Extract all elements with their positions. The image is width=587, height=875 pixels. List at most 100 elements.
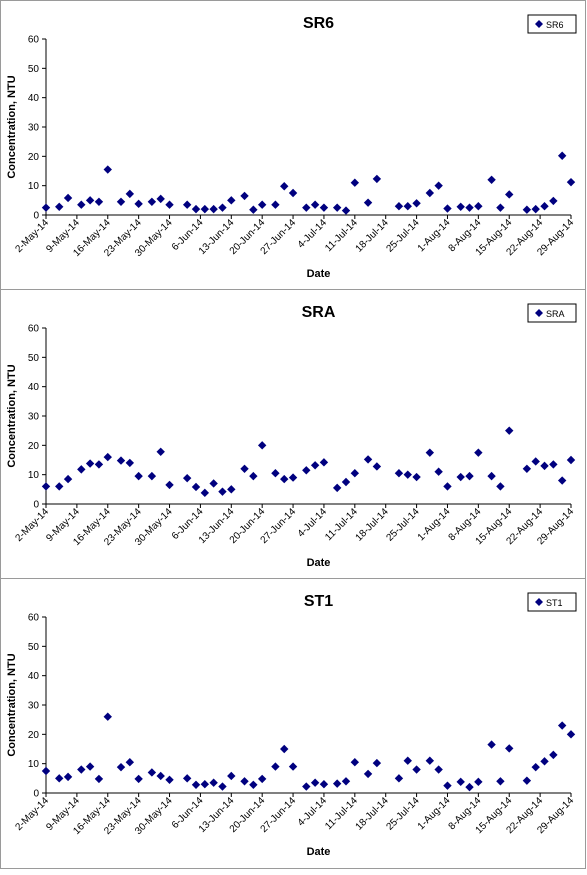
data-point bbox=[94, 197, 104, 206]
data-point bbox=[456, 202, 465, 211]
data-point bbox=[147, 471, 157, 481]
data-point bbox=[487, 471, 496, 481]
y-tick-label: 60 bbox=[28, 613, 40, 624]
y-tick-label: 50 bbox=[28, 642, 40, 653]
data-point bbox=[557, 476, 567, 485]
y-tick-label: 40 bbox=[28, 93, 40, 104]
data-point bbox=[443, 781, 452, 790]
data-point bbox=[319, 203, 329, 212]
data-point bbox=[557, 721, 567, 730]
data-point bbox=[540, 757, 549, 766]
y-tick-label: 20 bbox=[28, 730, 40, 741]
data-point bbox=[288, 188, 298, 198]
chart-sr6: SR601020304050602-May-149-May-1416-May-1… bbox=[6, 14, 577, 280]
data-point bbox=[227, 196, 236, 205]
data-point bbox=[394, 774, 404, 783]
data-point bbox=[41, 203, 51, 212]
chart-panel-sra: SRA 0 10 20 30 40 50 60 2-May-14 9-May-14 16-May-1… bbox=[0, 289, 586, 579]
data-point bbox=[566, 455, 576, 465]
data-point bbox=[319, 458, 329, 467]
data-point bbox=[487, 175, 496, 184]
y-tick-label: 0 bbox=[33, 211, 39, 222]
data-point bbox=[77, 465, 86, 474]
legend: SR6 bbox=[527, 14, 577, 34]
data-point bbox=[350, 469, 360, 478]
data-point bbox=[191, 204, 201, 214]
data-point bbox=[182, 473, 192, 483]
y-tick-label: 0 bbox=[33, 789, 39, 800]
data-point bbox=[55, 202, 64, 211]
data-point bbox=[85, 762, 95, 771]
data-point bbox=[403, 202, 412, 211]
data-point bbox=[77, 765, 86, 774]
chart-title: SRA bbox=[302, 304, 336, 321]
data-point bbox=[191, 482, 201, 492]
data-point bbox=[200, 780, 210, 789]
y-tick-label: 60 bbox=[28, 35, 40, 46]
data-point bbox=[94, 774, 104, 784]
data-point bbox=[540, 202, 549, 211]
data-point bbox=[249, 205, 258, 214]
data-point bbox=[363, 198, 373, 207]
data-point bbox=[434, 467, 443, 476]
data-point bbox=[474, 202, 483, 211]
y-tick-label: 50 bbox=[28, 353, 40, 364]
x-tick-label: 1-Aug-14 bbox=[416, 795, 453, 832]
legend: ST1 bbox=[527, 592, 577, 612]
legend-box bbox=[527, 592, 577, 612]
data-point bbox=[487, 740, 496, 749]
data-point bbox=[288, 762, 298, 771]
data-point bbox=[94, 460, 104, 469]
data-point bbox=[257, 200, 267, 209]
data-point bbox=[103, 165, 112, 174]
y-axis-label: Concentration, NTU bbox=[6, 364, 18, 467]
data-point bbox=[443, 204, 452, 213]
y-tick-label: 20 bbox=[28, 152, 40, 163]
data-point bbox=[412, 472, 421, 482]
data-point bbox=[341, 777, 351, 786]
legend-marker bbox=[535, 309, 543, 317]
data-point bbox=[465, 471, 474, 481]
data-point bbox=[496, 482, 505, 491]
data-point bbox=[85, 459, 95, 468]
y-tick-label: 40 bbox=[28, 382, 40, 393]
data-point bbox=[55, 482, 64, 491]
data-point bbox=[116, 197, 126, 206]
data-point bbox=[125, 189, 135, 199]
chart-panel-sr6: SR6 0 10 20 30 40 50 60 2-May-14 9-May-14 16-May-1… bbox=[0, 0, 586, 290]
legend-label: SR6 bbox=[546, 20, 564, 30]
data-point bbox=[134, 774, 143, 784]
x-tick-label: 1-Aug-14 bbox=[416, 506, 453, 543]
data-point bbox=[425, 448, 435, 457]
data-point bbox=[209, 479, 218, 488]
data-point bbox=[41, 766, 51, 776]
legend-marker bbox=[535, 598, 543, 606]
data-point bbox=[156, 447, 165, 456]
y-tick-label: 30 bbox=[28, 701, 40, 712]
y-axis-label: Concentration, NTU bbox=[6, 75, 18, 178]
data-point bbox=[302, 466, 311, 475]
y-tick-label: 60 bbox=[28, 324, 40, 335]
data-point bbox=[505, 426, 514, 435]
data-point bbox=[288, 473, 298, 482]
data-point bbox=[310, 461, 320, 470]
data-point bbox=[103, 452, 112, 462]
legend-marker bbox=[535, 20, 543, 28]
data-point bbox=[249, 780, 258, 789]
data-point bbox=[182, 200, 192, 209]
data-point bbox=[403, 756, 412, 765]
data-point bbox=[209, 204, 218, 214]
data-point bbox=[412, 765, 421, 774]
legend: SRA bbox=[527, 303, 577, 323]
data-point bbox=[240, 777, 249, 786]
data-point bbox=[531, 204, 540, 214]
y-tick-label: 20 bbox=[28, 441, 40, 452]
data-point bbox=[249, 471, 258, 481]
data-point bbox=[271, 762, 280, 771]
data-point bbox=[63, 772, 73, 782]
y-tick-label: 10 bbox=[28, 470, 40, 481]
data-point bbox=[41, 482, 51, 491]
data-point bbox=[134, 199, 143, 209]
y-tick-label: 40 bbox=[28, 671, 40, 682]
